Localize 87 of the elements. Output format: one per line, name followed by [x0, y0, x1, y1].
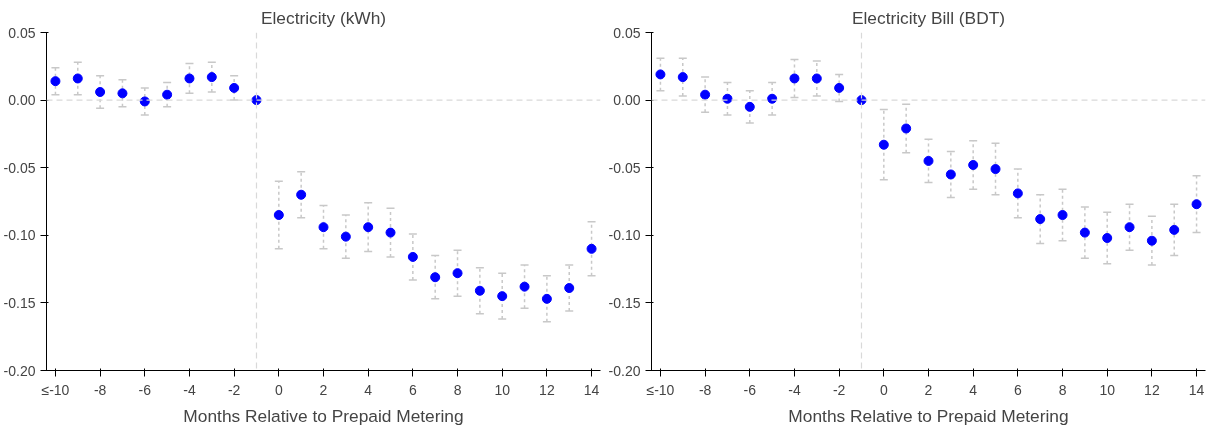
chart-title: Electricity Bill (BDT) — [851, 7, 1006, 28]
x-tick-label: 2 — [924, 381, 933, 398]
y-tick-label: -0.05 — [3, 159, 36, 176]
x-tick-label: -2 — [227, 381, 241, 398]
y-tick-label: -0.10 — [3, 227, 36, 244]
x-tick-label: -8 — [93, 381, 107, 398]
point — [1012, 188, 1023, 199]
x-tick-label: 8 — [1058, 381, 1067, 398]
y-tick-label: 0.05 — [613, 24, 641, 41]
x-tick-label: 0 — [879, 381, 888, 398]
point — [901, 123, 912, 134]
point — [430, 272, 441, 283]
y-tick-label: -0.15 — [608, 294, 641, 311]
y-tick-label: 0.00 — [8, 92, 36, 109]
point — [273, 210, 284, 221]
point — [811, 73, 822, 84]
point — [162, 89, 173, 100]
y-tick-label: -0.20 — [608, 362, 641, 379]
point — [1079, 227, 1090, 238]
point — [95, 87, 106, 97]
point — [206, 72, 217, 83]
x-tick-label: 6 — [1013, 381, 1022, 398]
x-axis-title: Months Relative to Prepaid Metering — [788, 405, 1069, 426]
x-tick-label: 14 — [583, 381, 600, 398]
x-tick-label: 4 — [364, 381, 373, 398]
x-tick-label: -4 — [788, 381, 801, 398]
point — [923, 155, 934, 166]
point — [586, 243, 597, 254]
point — [990, 164, 1001, 175]
point — [564, 283, 575, 294]
point — [1191, 199, 1202, 210]
point — [452, 268, 463, 279]
x-tick-label: ≤-10 — [646, 381, 675, 398]
x-tick-label: 12 — [539, 381, 555, 398]
point — [474, 285, 485, 296]
x-tick-label: 8 — [453, 381, 462, 398]
x-tick-label: -6 — [743, 381, 757, 398]
point — [677, 72, 688, 83]
x-tick-label: -6 — [138, 381, 152, 398]
chart-title: Electricity (kWh) — [260, 7, 387, 28]
x-axis-title: Months Relative to Prepaid Metering — [183, 405, 464, 426]
point — [945, 169, 956, 180]
point — [318, 222, 329, 233]
y-tick-label: -0.05 — [608, 159, 641, 176]
point — [117, 88, 128, 99]
point — [834, 82, 845, 93]
point — [1124, 222, 1135, 233]
x-tick-label: 12 — [1144, 381, 1160, 398]
point — [340, 231, 351, 242]
point — [1169, 224, 1180, 235]
point — [541, 293, 552, 304]
y-tick-label: -0.15 — [3, 294, 36, 311]
point — [407, 251, 418, 262]
point — [385, 227, 396, 238]
point — [497, 291, 508, 302]
point — [1035, 214, 1046, 225]
x-tick-label: ≤-10 — [41, 381, 70, 398]
x-tick-label: 2 — [319, 381, 328, 398]
point — [184, 73, 195, 84]
y-tick-label: 0.00 — [613, 92, 641, 109]
point — [363, 222, 374, 233]
x-tick-label: 10 — [494, 381, 511, 398]
point — [878, 139, 889, 150]
y-tick-label: 0.05 — [8, 24, 36, 41]
x-tick-label: 6 — [408, 381, 417, 398]
point — [72, 73, 83, 84]
x-tick-label: 0 — [274, 381, 283, 398]
x-tick-label: -8 — [698, 381, 712, 398]
point — [1146, 235, 1157, 246]
point — [968, 160, 979, 170]
x-tick-label: 14 — [1188, 381, 1205, 398]
point — [50, 76, 61, 87]
y-tick-label: -0.20 — [3, 362, 36, 379]
point — [1102, 233, 1113, 243]
x-tick-label: 4 — [969, 381, 978, 398]
x-tick-label: 10 — [1099, 381, 1116, 398]
point — [789, 73, 800, 84]
point — [744, 101, 755, 112]
point — [229, 82, 240, 93]
x-tick-label: -2 — [832, 381, 846, 398]
point — [1057, 210, 1068, 221]
point — [296, 189, 307, 200]
x-tick-label: -4 — [183, 381, 196, 398]
point — [519, 281, 530, 292]
point — [700, 89, 711, 100]
y-tick-label: -0.10 — [608, 227, 641, 244]
point — [655, 69, 666, 80]
